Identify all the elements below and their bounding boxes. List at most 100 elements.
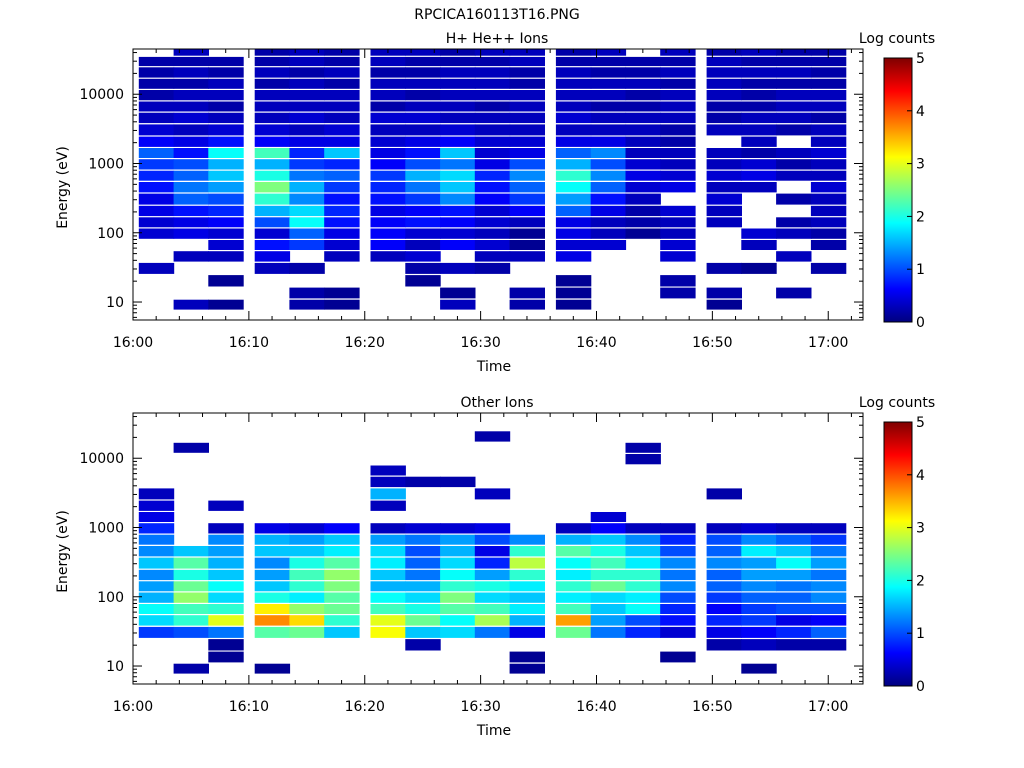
heatmap-cell: [289, 182, 325, 193]
heatmap-cell: [509, 663, 545, 674]
heatmap-cell: [776, 546, 812, 557]
heatmap-cell: [660, 112, 696, 124]
heatmap-cell: [555, 193, 592, 205]
heatmap-cell: [776, 124, 812, 136]
heatmap-cell: [810, 228, 847, 239]
heatmap-cell: [289, 287, 325, 299]
heatmap-cell: [474, 262, 511, 274]
heatmap-cell: [509, 90, 545, 101]
y-tick-label: 100: [97, 590, 124, 606]
heatmap-cell: [776, 228, 812, 239]
y-tick-label: 1000: [88, 520, 124, 536]
heatmap-cell: [625, 546, 661, 557]
heatmap-cell: [173, 90, 209, 101]
heatmap-cell: [440, 182, 476, 193]
heatmap-cell: [509, 56, 545, 67]
heatmap-cell: [660, 287, 696, 299]
heatmap-cell: [138, 78, 175, 89]
heatmap-cell: [370, 557, 406, 569]
heatmap-cell: [706, 101, 742, 112]
heatmap-cell: [555, 240, 592, 250]
heatmap-cell: [254, 90, 291, 101]
heatmap-cell: [810, 592, 847, 603]
heatmap-cell: [370, 626, 406, 638]
heatmap-cell: [555, 159, 592, 170]
heatmap-cell: [405, 615, 441, 626]
heatmap-cell: [741, 569, 777, 581]
heatmap-cell: [660, 534, 696, 545]
heatmap-cell: [324, 124, 360, 136]
heatmap-cell: [405, 182, 441, 193]
heatmap-cell: [590, 228, 627, 239]
heatmap-cell: [625, 454, 661, 465]
heatmap-cell: [254, 581, 291, 592]
heatmap-cell: [625, 90, 661, 101]
heatmap-cell: [324, 546, 360, 557]
colorbar-tick-label: 3: [916, 157, 925, 173]
heatmap-cell: [289, 534, 325, 545]
x-tick-label: 16:50: [692, 335, 732, 351]
heatmap-cell: [138, 228, 175, 239]
heatmap-cell: [173, 56, 209, 67]
heatmap-cell: [590, 112, 627, 124]
heatmap-cell: [173, 170, 209, 181]
heatmap-cell: [706, 90, 742, 101]
heatmap-cell: [625, 569, 661, 581]
heatmap-cell: [173, 78, 209, 89]
heatmap-cells: [138, 49, 847, 310]
x-tick-label: 16:00: [113, 335, 153, 351]
heatmap-cell: [208, 557, 244, 569]
heatmap-cell: [474, 431, 511, 442]
heatmap-cell: [173, 136, 209, 147]
heatmap-cell: [173, 557, 209, 569]
colorbar-tick-label: 5: [916, 51, 925, 67]
heatmap-cell: [474, 569, 511, 581]
heatmap-cell: [440, 112, 476, 124]
heatmap-cell: [706, 523, 742, 534]
colorbar-title: Log counts: [859, 31, 935, 47]
heatmap-cell: [324, 604, 360, 614]
heatmap-cell: [254, 615, 291, 626]
heatmap-cell: [776, 159, 812, 170]
heatmap-cell: [405, 124, 441, 136]
heatmap-cell: [324, 592, 360, 603]
heatmap-cell: [208, 251, 244, 262]
heatmap-cell: [776, 67, 812, 78]
heatmap-cell: [289, 228, 325, 239]
heatmap-cell: [741, 56, 777, 67]
heatmap-cell: [555, 523, 592, 534]
heatmap-cell: [370, 592, 406, 603]
heatmap-cell: [810, 626, 847, 638]
heatmap-cell: [555, 112, 592, 124]
heatmap-cell: [474, 56, 511, 67]
heatmap-cell: [590, 205, 627, 217]
heatmap-cell: [254, 205, 291, 217]
heatmap-cell: [440, 124, 476, 136]
heatmap-cell: [660, 56, 696, 67]
colorbar-tick-label: 2: [916, 573, 925, 589]
heatmap-cell: [173, 546, 209, 557]
heatmap-cell: [254, 148, 291, 158]
heatmap-cell: [440, 592, 476, 603]
heatmap-cell: [208, 228, 244, 239]
x-tick-label: 16:10: [229, 335, 269, 351]
y-axis-label: Energy (eV): [55, 510, 71, 593]
heatmap-cell: [474, 523, 511, 534]
heatmap-cell: [741, 228, 777, 239]
heatmap-cell: [625, 112, 661, 124]
heatmap-cell: [509, 205, 545, 217]
heatmap-cell: [706, 639, 742, 651]
heatmap-cell: [509, 112, 545, 124]
heatmap-cell: [590, 604, 627, 614]
heatmap-cell: [173, 251, 209, 262]
heatmap-cell: [208, 651, 244, 663]
heatmap-cell: [208, 240, 244, 250]
heatmap-cell: [810, 67, 847, 78]
heatmap-cell: [625, 193, 661, 205]
heatmap-cell: [660, 228, 696, 239]
heatmap-cell: [625, 534, 661, 545]
heatmap-cell: [810, 136, 847, 147]
heatmap-cell: [324, 569, 360, 581]
heatmap-cell: [440, 287, 476, 299]
heatmap-cell: [590, 101, 627, 112]
